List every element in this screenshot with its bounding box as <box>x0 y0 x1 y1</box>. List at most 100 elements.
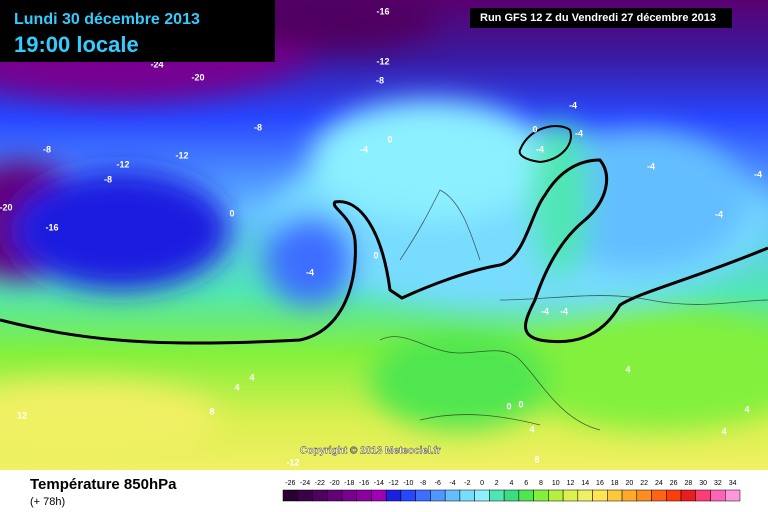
forecast-time: 19:00 locale <box>14 32 139 57</box>
scale-label: -20 <box>330 480 340 487</box>
contour-label: -4 <box>569 100 577 110</box>
contour-label: -4 <box>754 169 762 179</box>
scale-swatch <box>592 489 608 502</box>
contour-label: 4 <box>721 426 726 436</box>
scale-label: 26 <box>670 480 678 487</box>
contour-label: -4 <box>360 144 368 154</box>
contour-label: -4 <box>541 306 549 316</box>
scale-swatch <box>444 489 461 502</box>
scale-label: 30 <box>699 480 707 487</box>
contour-labels: -28-16-28-24-20-12-8-8-8-12-12-8-20-160-… <box>0 0 762 467</box>
contour-label: 4 <box>744 404 749 414</box>
scale-swatch <box>607 489 623 502</box>
scale-label: 6 <box>524 480 528 487</box>
contour-label: -8 <box>43 144 51 154</box>
contour-label: -20 <box>0 202 13 212</box>
scale-swatch <box>695 489 711 502</box>
contour-label: 0 <box>387 134 392 144</box>
scale-swatch <box>518 489 534 502</box>
run-box <box>470 8 732 28</box>
scale-swatch <box>621 489 638 502</box>
scale-label: 32 <box>714 480 722 487</box>
contour-label: -12 <box>376 56 389 66</box>
contour-label: -24 <box>150 59 163 69</box>
contour-label: -8 <box>104 174 112 184</box>
scale-swatch <box>430 489 446 502</box>
scale-swatch <box>636 489 652 502</box>
contour-label: -8 <box>376 75 384 85</box>
contour-label: -12 <box>175 150 188 160</box>
scale-swatch <box>312 489 328 502</box>
temperature-field <box>0 0 768 470</box>
scale-label: -2 <box>464 480 470 487</box>
scale-label: -26 <box>285 480 295 487</box>
contour-label: -4 <box>575 128 583 138</box>
lead-time: (+ 78h) <box>30 496 65 508</box>
scale-swatch <box>459 489 475 502</box>
scale-label: 4 <box>510 480 514 487</box>
scale-swatch <box>503 489 520 502</box>
contour-label: -12 <box>116 159 129 169</box>
scale-swatch <box>489 489 505 502</box>
scale-swatch <box>341 489 357 502</box>
contour-label: 8 <box>209 406 214 416</box>
scale-label: -22 <box>315 480 325 487</box>
contour-label: 4 <box>529 424 534 434</box>
forecast-date: Lundi 30 décembre 2013 <box>14 11 200 28</box>
contour-label: 0 <box>506 401 511 411</box>
scale-label: 12 <box>567 480 575 487</box>
scale-label: 20 <box>626 480 634 487</box>
run-info: Run GFS 12 Z du Vendredi 27 décembre 201… <box>480 12 716 24</box>
scale-swatch <box>533 489 549 502</box>
scale-label: 22 <box>640 480 648 487</box>
scale-label: 16 <box>596 480 604 487</box>
contour-label: -4 <box>715 209 723 219</box>
contour-label: -4 <box>647 161 655 171</box>
contour-label: -4 <box>306 267 314 277</box>
scale-swatch <box>562 489 579 502</box>
scale-swatch <box>474 489 490 502</box>
scale-swatch <box>400 489 416 502</box>
contour-label: 4 <box>249 372 254 382</box>
scale-swatch <box>415 489 431 502</box>
contour-label: 12 <box>17 410 27 420</box>
header-box <box>0 0 275 62</box>
scale-label: 10 <box>552 480 560 487</box>
scale-swatch <box>385 489 402 502</box>
contour-label: -16 <box>376 6 389 16</box>
scale-swatch <box>680 489 697 502</box>
scale-swatch <box>371 489 387 502</box>
scale-label: 14 <box>581 480 589 487</box>
copyright: Copyright © 2013 Meteociel.fr <box>300 446 441 457</box>
scale-swatch <box>651 489 667 502</box>
scale-label: -14 <box>374 480 384 487</box>
scale-swatch <box>710 489 726 502</box>
scale-label: -6 <box>435 480 441 487</box>
scale-swatch <box>282 489 298 502</box>
scale-label: -10 <box>403 480 413 487</box>
scale-label: -12 <box>389 480 399 487</box>
scale-label: -16 <box>359 480 369 487</box>
scale-label: 34 <box>729 480 737 487</box>
scale-swatch <box>725 489 741 502</box>
contour-label: -12 <box>286 457 299 467</box>
scale-label: 18 <box>611 480 619 487</box>
scale-label: 2 <box>495 480 499 487</box>
scale-label: 28 <box>685 480 693 487</box>
contour-label: 4 <box>625 364 630 374</box>
scale-swatch <box>326 489 343 502</box>
contour-label: -8 <box>254 122 262 132</box>
contour-label: 8 <box>534 454 539 464</box>
contour-label: 0 <box>518 399 523 409</box>
contour-label: -20 <box>191 72 204 82</box>
scale-label: -18 <box>344 480 354 487</box>
contour-label: -16 <box>45 222 58 232</box>
scale-label: 24 <box>655 480 663 487</box>
scale-swatch <box>548 489 564 502</box>
scale-swatch <box>577 489 593 502</box>
color-scale: -26 -24 -22 -20 -18 -16 -14 -12 -10 -8 -6 -4 -2 0 2 4 6 8… <box>282 480 741 502</box>
contour-label: 0 <box>229 208 234 218</box>
scale-swatch <box>666 489 682 502</box>
scale-label: 8 <box>539 480 543 487</box>
